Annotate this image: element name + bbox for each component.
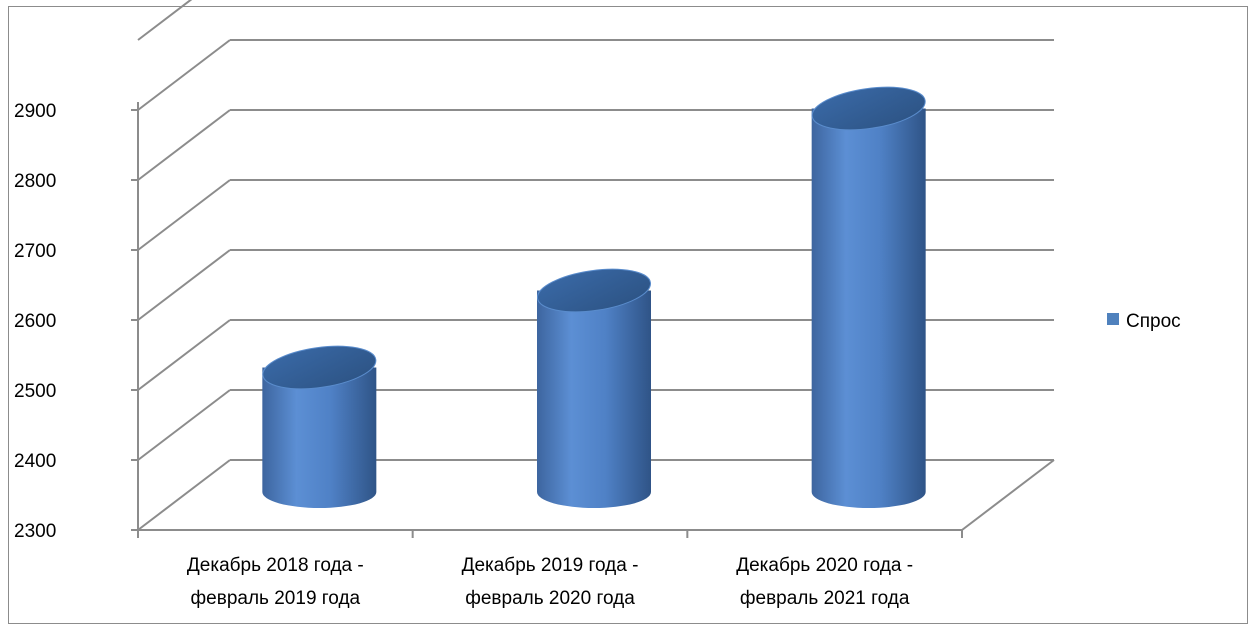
bar-top [262, 345, 377, 390]
gridline-diagonal [137, 319, 231, 391]
y-tick-label: 2900 [14, 101, 56, 122]
bar [262, 345, 377, 508]
gridline-diagonal [137, 179, 231, 251]
gridline-diagonal [137, 0, 193, 41]
bar-body [537, 290, 651, 508]
bar-top [536, 268, 652, 313]
x-tick-label: Декабрь 2020 года - [736, 555, 913, 576]
legend: Спрос [1107, 311, 1181, 332]
legend-swatch [1107, 313, 1119, 325]
gridline-diagonal [137, 459, 231, 531]
y-tick-label: 2800 [14, 171, 56, 192]
bars [262, 86, 926, 508]
bar-top [811, 86, 926, 131]
y-tick-label: 2600 [14, 311, 56, 332]
y-tick-label: 2300 [14, 521, 56, 542]
y-tick-label: 2400 [14, 451, 56, 472]
y-tick-label: 2500 [14, 381, 56, 402]
bar-body [811, 108, 926, 508]
legend-label: Спрос [1126, 311, 1181, 332]
gridline-diagonal [137, 39, 231, 111]
x-tick-label: Декабрь 2018 года - [187, 555, 364, 576]
x-tick-label: февраль 2019 года [191, 588, 361, 609]
labels: 2300 2400 2500 2600 2700 2800 2900 Декабрь 2018… [14, 101, 913, 609]
bar [811, 86, 926, 508]
gridline-diagonal [137, 389, 231, 461]
bar-body [262, 367, 377, 508]
floor-right-edge [961, 459, 1055, 531]
gridline-diagonal [137, 109, 231, 181]
gridline-diagonal [137, 249, 231, 321]
x-tick-label: Декабрь 2019 года - [462, 555, 639, 576]
x-tick-label: февраль 2020 года [465, 588, 635, 609]
y-tick-label: 2700 [14, 241, 56, 262]
bar [536, 268, 652, 508]
x-tick-label: февраль 2021 года [740, 588, 910, 609]
